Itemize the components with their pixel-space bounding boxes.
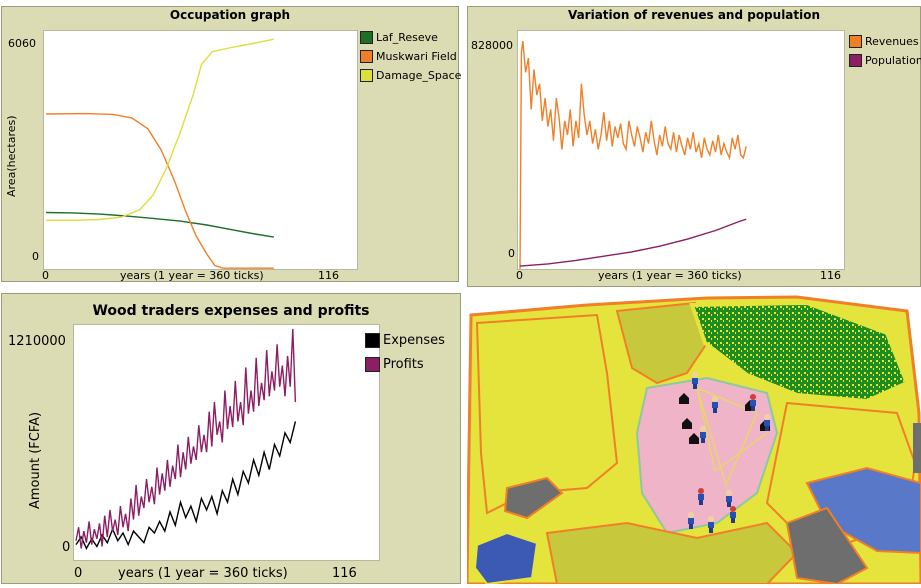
legend-item: Damage_Space	[360, 66, 461, 85]
chart-title: Variation of revenues and population	[567, 8, 821, 22]
x-tick-max: 116	[318, 269, 339, 282]
plot-area	[73, 324, 380, 561]
damaged-land-west	[475, 313, 619, 515]
y-tick-max: 1210000	[8, 334, 66, 349]
farmers	[688, 372, 770, 533]
occupation-chart-svg	[45, 38, 275, 269]
x-tick-min: 0	[516, 269, 523, 282]
chart-title: Wood traders expenses and profits	[92, 303, 370, 319]
series-line-muskwari-field	[45, 112, 274, 269]
y-axis-label: Area(hectares)	[5, 115, 18, 197]
y-tick-max: 828000	[471, 39, 513, 52]
plot-area	[517, 30, 845, 270]
x-axis-label: years (1 year = 360 ticks)	[118, 566, 288, 581]
series-line-damage-space	[46, 38, 275, 222]
legend: Laf_Reseve Muskwari Field Damage_Space	[360, 28, 461, 85]
water-southwest	[473, 531, 539, 586]
x-tick-min: 0	[74, 566, 83, 581]
legend-label: Profits	[383, 356, 424, 372]
legend-label: Damage_Space	[376, 69, 462, 82]
revenues-chart-svg	[519, 40, 747, 269]
y-tick-min: 0	[508, 247, 515, 260]
legend-swatch-population	[849, 54, 862, 67]
chart-title: Occupation graph	[169, 8, 291, 22]
legend-swatch-profits	[365, 356, 380, 372]
legend-item: Population	[849, 51, 921, 70]
y-tick-max: 6060	[8, 37, 36, 50]
legend: Revenues Population	[849, 32, 921, 70]
series-line-laf-reseve	[45, 211, 275, 238]
rock-southeast	[785, 506, 869, 586]
series-line-population	[519, 218, 747, 267]
y-tick-min: 0	[62, 540, 71, 555]
legend-item: Revenues	[849, 32, 921, 51]
forest-reserve	[689, 300, 910, 404]
legend-label: Revenues	[865, 35, 919, 48]
legend-label: Muskwari Field	[376, 50, 457, 63]
rock-east-edge	[913, 423, 921, 473]
legend-item: Muskwari Field	[360, 47, 461, 66]
x-axis-label: years (1 year = 360 ticks)	[120, 269, 264, 282]
legend-swatch-revenues	[849, 35, 862, 48]
series-line-revenues	[519, 40, 747, 269]
legend-swatch-damage-space	[360, 69, 373, 82]
legend-swatch-expenses	[365, 332, 380, 348]
legend: Expenses Profits	[365, 328, 445, 376]
simulation-world-view[interactable]	[465, 293, 921, 586]
x-tick-max: 116	[332, 566, 357, 581]
legend-item: Laf_Reseve	[360, 28, 461, 47]
y-axis-label: Amount (FCFA)	[28, 411, 43, 509]
wood-traders-panel: Wood traders expenses and profits 121000…	[1, 293, 461, 584]
legend-label: Laf_Reseve	[376, 31, 438, 44]
legend-swatch-laf-reseve	[360, 31, 373, 44]
legend-label: Expenses	[383, 332, 445, 348]
pasture-south	[545, 521, 799, 585]
y-tick-min: 0	[32, 250, 39, 263]
legend-label: Population	[865, 54, 921, 67]
world-map	[465, 295, 921, 586]
rock-southwest	[503, 476, 564, 520]
wood-traders-chart-svg	[75, 328, 297, 550]
village-area	[635, 376, 779, 535]
revenues-population-panel: Variation of revenues and population 828…	[467, 6, 921, 287]
x-tick-min: 0	[42, 269, 49, 282]
series-line-profits	[75, 328, 297, 549]
legend-item: Profits	[365, 352, 445, 376]
series-line-expenses	[75, 421, 297, 550]
legend-item: Expenses	[365, 328, 445, 352]
x-axis-label: years (1 year = 360 ticks)	[598, 269, 742, 282]
occupation-graph-panel: Occupation graph 6060 0 Area(hectares) 0…	[1, 6, 461, 282]
x-tick-max: 116	[820, 269, 841, 282]
legend-swatch-muskwari-field	[360, 50, 373, 63]
plot-area	[43, 30, 358, 270]
